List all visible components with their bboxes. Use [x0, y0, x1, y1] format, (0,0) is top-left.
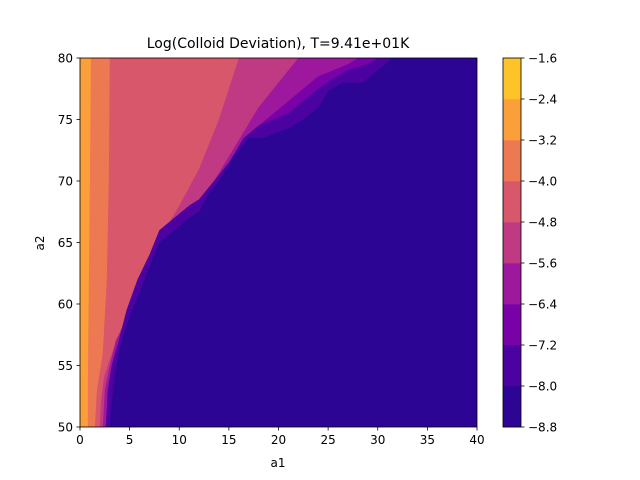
- x-tick-label: 20: [271, 433, 286, 447]
- colorbar-segment: [503, 181, 521, 223]
- x-tick-label: 35: [420, 433, 435, 447]
- colorbar-segment: [503, 263, 521, 305]
- colorbar-tick-label: −4.8: [528, 216, 557, 230]
- x-tick-label: 10: [172, 433, 187, 447]
- colorbar-tick-label: −4.0: [528, 175, 557, 189]
- x-tick-label: 0: [76, 433, 84, 447]
- y-tick-label: 80: [58, 52, 73, 66]
- x-axis-label: a1: [271, 456, 286, 470]
- y-tick-label: 65: [58, 236, 73, 250]
- colorbar-segment: [503, 386, 521, 428]
- colorbar-segment: [503, 222, 521, 264]
- colorbar: −8.8 −8.0 −7.2 −6.4 −5.6 −4.8 −4.0 −3.2 −2.4 −1.6: [502, 52, 557, 435]
- y-tick-label: 75: [58, 113, 73, 127]
- colorbar-tick-label: −1.6: [528, 52, 557, 66]
- colorbar-tick-label: −7.2: [528, 339, 557, 353]
- x-axis: 0 5 10 15 20 25 30 35 40: [76, 427, 485, 447]
- colorbar-segment: [503, 99, 521, 141]
- y-tick-label: 50: [58, 421, 73, 435]
- y-axis-label: a2: [33, 236, 47, 251]
- y-tick-label: 60: [58, 298, 73, 312]
- contour-band--8p8: [109, 58, 478, 427]
- colorbar-segment: [503, 304, 521, 346]
- colorbar-segment: [503, 345, 521, 387]
- colorbar-tick-label: −5.6: [528, 257, 557, 271]
- colorbar-tick-label: −2.4: [528, 93, 557, 107]
- colorbar-frame: [502, 57, 522, 428]
- colorbar-tick-label: −3.2: [528, 134, 557, 148]
- colorbar-segment: [503, 140, 521, 182]
- colorbar-tick-label: −8.0: [528, 380, 557, 394]
- y-tick-label: 70: [58, 175, 73, 189]
- colorbar-tick-label: −6.4: [528, 298, 557, 312]
- x-tick-label: 30: [370, 433, 385, 447]
- chart-title: Log(Colloid Deviation), T=9.41e+01K: [147, 36, 410, 52]
- y-tick-label: 55: [58, 359, 73, 373]
- y-axis: 50 55 60 65 70 75 80: [58, 52, 80, 435]
- x-tick-label: 40: [469, 433, 484, 447]
- colorbar-tick-label: −8.8: [528, 421, 557, 435]
- x-tick-label: 15: [221, 433, 236, 447]
- x-tick-label: 5: [126, 433, 134, 447]
- x-tick-label: 25: [320, 433, 335, 447]
- colorbar-segment: [503, 58, 521, 100]
- plot-area: [79, 57, 478, 428]
